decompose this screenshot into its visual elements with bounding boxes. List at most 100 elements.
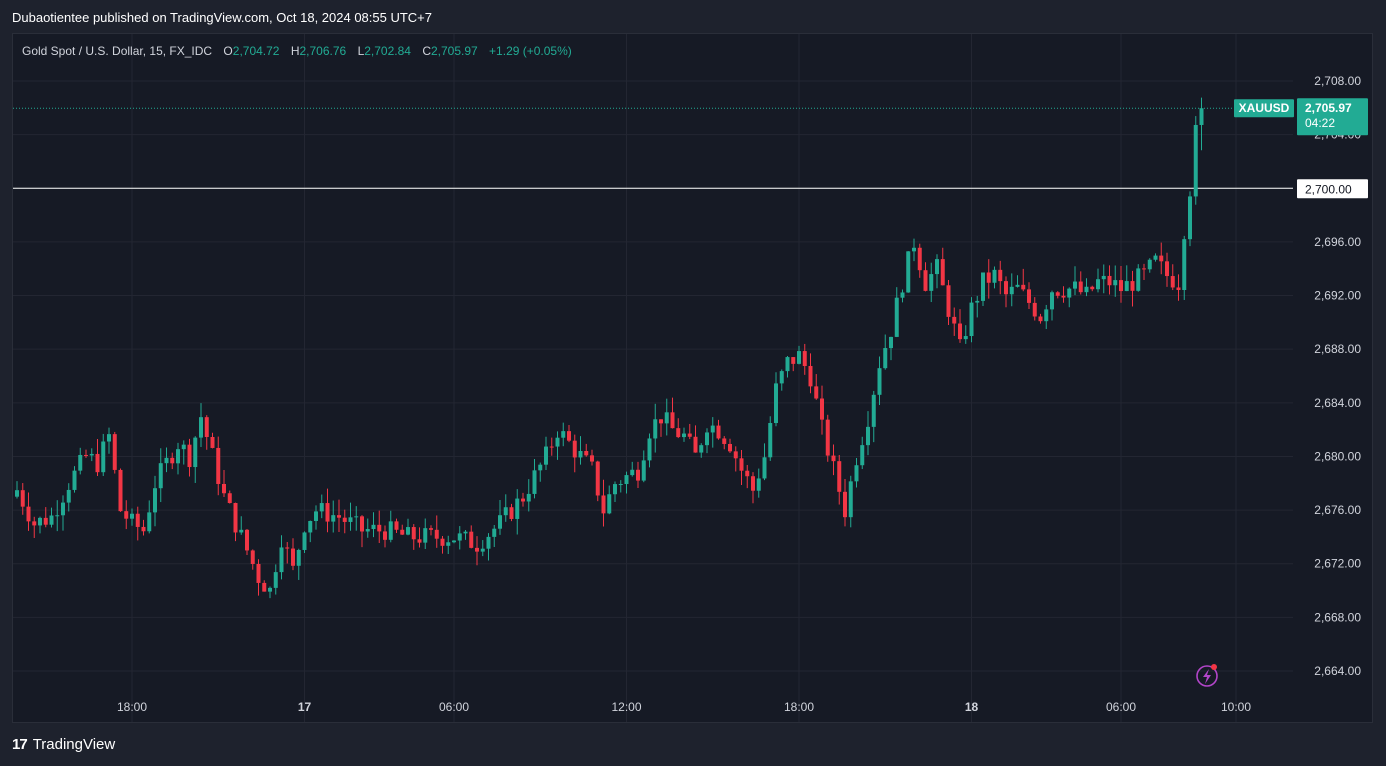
candle-body	[233, 502, 238, 533]
lightning-icon[interactable]	[1196, 665, 1218, 687]
candle-body	[584, 451, 589, 456]
candle-body	[883, 348, 888, 369]
candle-body	[1038, 316, 1043, 322]
candle-body	[1165, 261, 1169, 277]
candle-body	[797, 351, 801, 364]
candle-body	[250, 550, 255, 564]
candle-body	[538, 464, 543, 471]
candle-body	[1044, 309, 1049, 322]
symbol-title[interactable]: Gold Spot / U.S. Dollar, 15, FX_IDC	[22, 44, 213, 58]
candle-body	[1067, 288, 1072, 298]
candle-body	[388, 521, 393, 540]
candle-body	[1055, 292, 1060, 296]
candle-body	[84, 454, 88, 456]
brand-name[interactable]: TradingView	[32, 736, 116, 753]
candle-body	[480, 548, 485, 552]
symbol-tag	[1234, 99, 1294, 118]
candle-body	[239, 529, 244, 533]
candle-body	[394, 521, 399, 530]
x-tick-label: 10:00	[1221, 700, 1251, 714]
close-value: 2,705.97	[430, 44, 478, 58]
candle-body	[664, 412, 669, 424]
candle-body	[998, 269, 1003, 282]
candle-body	[262, 582, 267, 592]
candle-body	[590, 455, 594, 462]
candle-body	[411, 527, 416, 540]
candle-body	[630, 469, 635, 476]
candle-body	[532, 470, 537, 494]
candle-body	[1073, 281, 1077, 289]
tradingview-logo-icon[interactable]: 17	[12, 736, 28, 753]
candle-body	[653, 419, 658, 439]
candle-body	[429, 528, 433, 530]
low-value: 2,702.84	[364, 44, 411, 58]
candle-body	[475, 547, 479, 552]
candle-body	[831, 455, 836, 462]
candle-body	[687, 433, 692, 437]
candle-body	[515, 498, 520, 519]
candle-body	[509, 507, 514, 519]
candle-body	[1107, 275, 1112, 286]
candle-body	[699, 445, 704, 453]
change-value: +1.29 (+0.05%)	[489, 44, 572, 58]
candle-body	[268, 587, 272, 592]
chart-panel[interactable]	[12, 33, 1373, 723]
candle-body	[365, 529, 370, 532]
candle-body	[1113, 280, 1118, 286]
high-value: 2,706.76	[299, 44, 347, 58]
x-tick-label: 18:00	[117, 700, 147, 714]
candle-body	[837, 461, 842, 492]
candle-body	[952, 316, 957, 324]
candle-body	[331, 515, 336, 522]
candle-body	[135, 513, 140, 527]
candle-body	[1101, 275, 1106, 280]
candle-body	[1159, 255, 1164, 262]
candle-body	[406, 527, 410, 535]
candle-body	[871, 394, 876, 427]
x-tick-label: 06:00	[439, 700, 469, 714]
candle-body	[348, 517, 353, 522]
candle-body	[705, 432, 709, 446]
candle-body	[1130, 281, 1135, 291]
candle-body	[889, 336, 893, 349]
candle-body	[245, 529, 249, 551]
candle-body	[1090, 286, 1095, 290]
candle-body	[492, 528, 497, 537]
candle-body	[906, 251, 911, 293]
candle-body	[147, 512, 152, 532]
candle-body	[457, 533, 462, 541]
candle-body	[572, 440, 577, 458]
candle-body	[279, 547, 284, 573]
candle-body	[969, 302, 974, 337]
candle-body	[1032, 302, 1037, 317]
candle-body	[26, 506, 31, 522]
candle-body	[204, 417, 209, 438]
last-price-label: 2,705.97	[1305, 101, 1352, 115]
x-tick-label: 17	[298, 700, 312, 714]
candle-body	[72, 470, 77, 490]
candle-body	[1119, 280, 1123, 292]
candle-body	[1170, 276, 1175, 288]
candle-body	[848, 481, 853, 518]
notification-dot-icon	[1211, 664, 1217, 670]
candle-body	[302, 532, 307, 550]
candle-body	[791, 357, 796, 364]
candle-body	[647, 438, 652, 461]
candle-body	[325, 503, 330, 522]
candle-body	[130, 513, 134, 519]
footer: 17 TradingView	[12, 736, 115, 753]
candle-body	[354, 516, 359, 518]
candle-body	[296, 549, 301, 566]
candle-body	[946, 285, 951, 317]
candle-body	[1096, 279, 1100, 290]
candle-body	[66, 489, 71, 503]
candle-body	[440, 538, 445, 546]
candle-body	[716, 425, 721, 439]
candle-body	[682, 433, 686, 438]
candle-body	[107, 434, 111, 442]
countdown-label: 04:22	[1305, 116, 1335, 130]
candle-body	[981, 272, 985, 301]
candle-body	[400, 529, 405, 535]
y-tick-label: 2,668.00	[1314, 610, 1361, 624]
